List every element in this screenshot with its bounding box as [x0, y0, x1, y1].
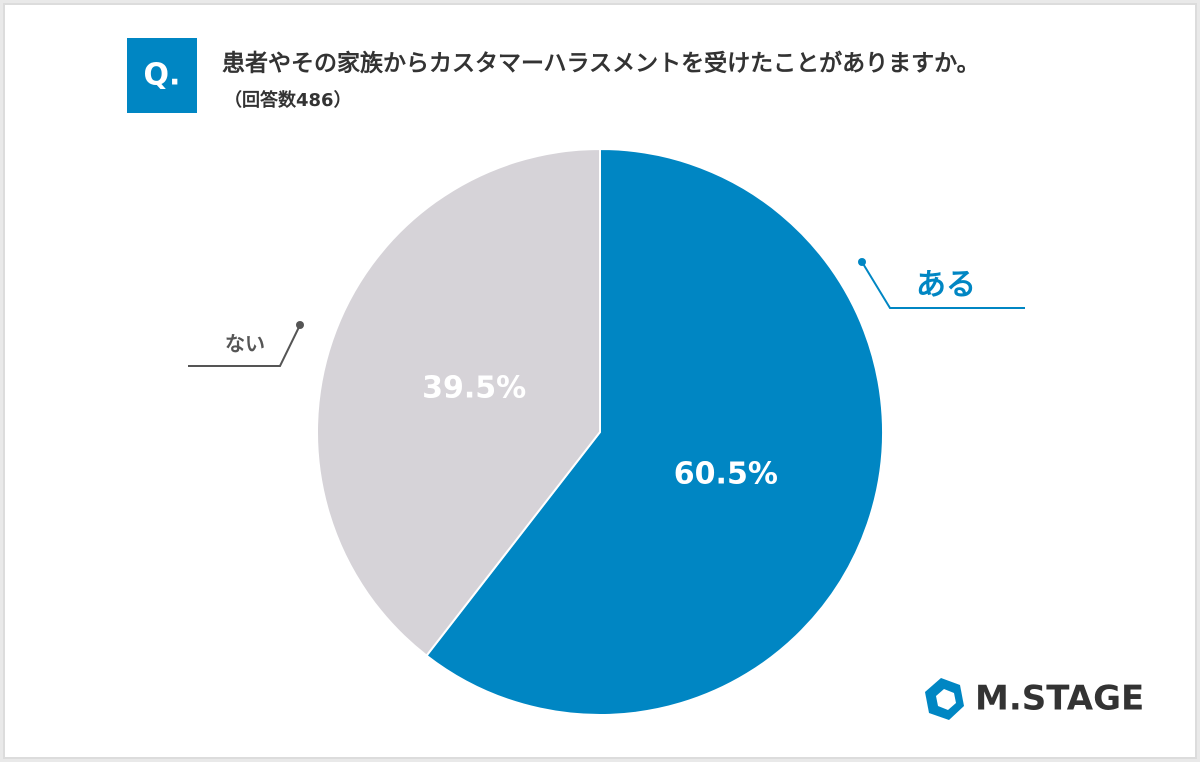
leader-dot [858, 258, 866, 266]
category-label: ない [225, 332, 265, 356]
leader-dot [296, 321, 304, 329]
category-label: ある [916, 268, 976, 303]
pie-slice [316, 147, 601, 658]
logo-icon-inner [936, 689, 956, 710]
logo-text: M.STAGE [975, 679, 1144, 719]
badge-text: Q. [144, 58, 181, 93]
pie-slice [425, 147, 884, 716]
chart-title: 患者やその家族からカスタマーハラスメントを受けたことがありますか。 [222, 50, 980, 77]
question-badge [127, 38, 197, 113]
data-label: 60.5% [674, 457, 778, 492]
data-label: 39.5% [422, 370, 526, 405]
leader-line [188, 324, 301, 367]
leader-line [861, 261, 1025, 309]
chart-subtitle: （回答数486） [224, 89, 352, 111]
logo: M.STAGE [925, 678, 1144, 720]
